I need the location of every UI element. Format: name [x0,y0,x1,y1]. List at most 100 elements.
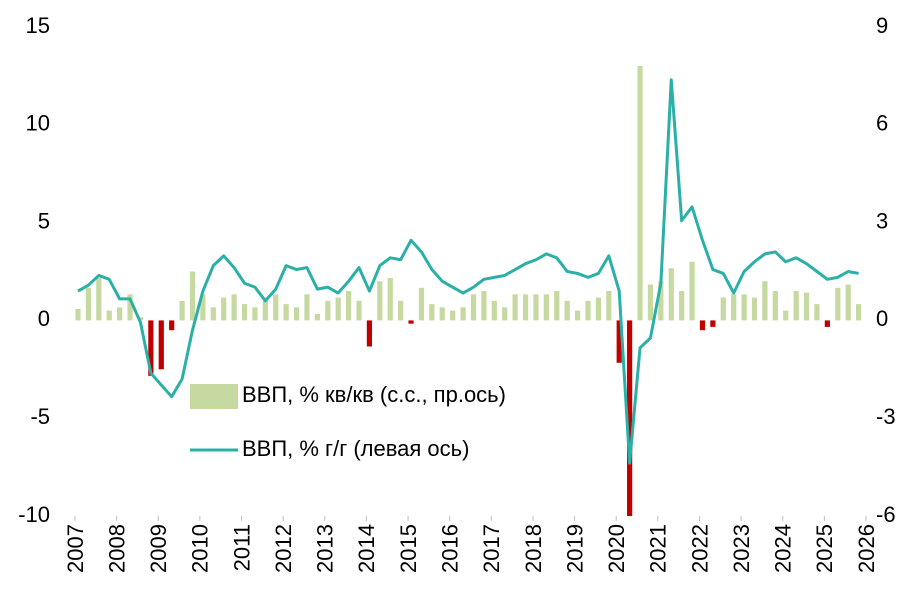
bar [158,320,164,370]
bar [689,261,695,321]
y-tick-label: 0 [38,306,50,331]
y2-tick-label: 6 [876,111,888,136]
y2-tick-label: -3 [876,404,896,429]
x-tick-label: 2025 [812,524,837,573]
bar [512,294,518,321]
bar [210,307,216,321]
x-tick-label: 2024 [771,524,796,573]
bar [418,287,425,321]
bar [408,320,414,324]
x-tick-label: 2015 [396,524,421,573]
bar [356,300,362,321]
legend-label: ВВП, % кв/кв (с.с., пр.ось) [242,382,506,407]
x-tick-label: 2021 [646,524,671,573]
bar [658,281,664,321]
bar [75,308,81,321]
bar [783,310,789,321]
bar [314,313,320,321]
bar [679,291,685,321]
bar [668,268,674,321]
bar [595,297,601,321]
y2-tick-label: 9 [876,13,888,38]
bar [855,304,862,321]
y-tick-label: -10 [18,502,50,527]
bar [377,281,383,321]
y2-tick-label: -6 [876,502,896,527]
legend-label: ВВП, % г/г (левая ось) [242,436,469,461]
bar [751,297,758,321]
bar [346,291,352,321]
line [77,78,859,465]
bar [585,300,591,321]
x-tick-label: 2011 [229,524,254,571]
bar [387,278,393,321]
bar [398,300,404,321]
x-tick-label: 2012 [271,524,296,573]
bar [304,294,310,321]
x-tick-label: 2018 [521,524,546,573]
bar [637,66,643,321]
bar [252,307,258,321]
bar [491,300,497,321]
y2-tick-label: 3 [876,208,888,233]
legend-swatch [190,384,238,409]
x-tick-label: 2008 [104,524,129,573]
bar [127,294,133,321]
bar [293,307,300,321]
bar [148,320,154,376]
bar [450,310,456,321]
bar [169,320,175,331]
bar [262,300,268,321]
bar [231,294,237,321]
bar [283,304,289,321]
bar [824,320,830,327]
bar [772,291,778,321]
bar [793,291,799,321]
bar [481,291,487,321]
bar [106,310,112,321]
bar [731,294,737,321]
bar [189,271,196,321]
x-tick-label: 2023 [729,524,754,573]
bar [470,294,477,321]
bar [762,281,768,321]
bar [502,307,508,321]
bar [179,300,185,321]
x-tick-label: 2010 [188,524,213,573]
bar [835,287,841,321]
x-tick-label: 2007 [63,524,88,573]
bar [647,284,654,321]
x-tick-label: 2026 [854,524,879,573]
x-tick-label: 2022 [687,524,712,573]
bar [221,297,227,321]
bar [606,291,612,321]
bar [543,294,549,321]
bar [699,320,706,331]
bar [616,320,622,363]
bar [460,307,466,321]
bar [429,304,435,321]
x-tick-label: 2014 [354,524,379,573]
bar [85,287,92,321]
bar [554,291,560,321]
x-tick-label: 2009 [146,524,171,573]
bar [533,294,539,321]
bar [803,292,810,321]
bar [200,294,206,321]
bar [96,278,102,321]
bar [522,294,529,321]
x-tick-label: 2013 [313,524,338,573]
x-tick-label: 2017 [479,524,504,573]
bar [627,320,633,516]
bar [814,304,820,321]
x-tick-label: 2020 [604,524,629,573]
bar [366,320,373,347]
bar [845,284,851,321]
bar [117,307,123,321]
bar [574,310,581,321]
bar [741,294,747,321]
bar [325,300,331,321]
x-tick-label: 2019 [562,524,587,573]
y2-tick-label: 0 [876,306,888,331]
